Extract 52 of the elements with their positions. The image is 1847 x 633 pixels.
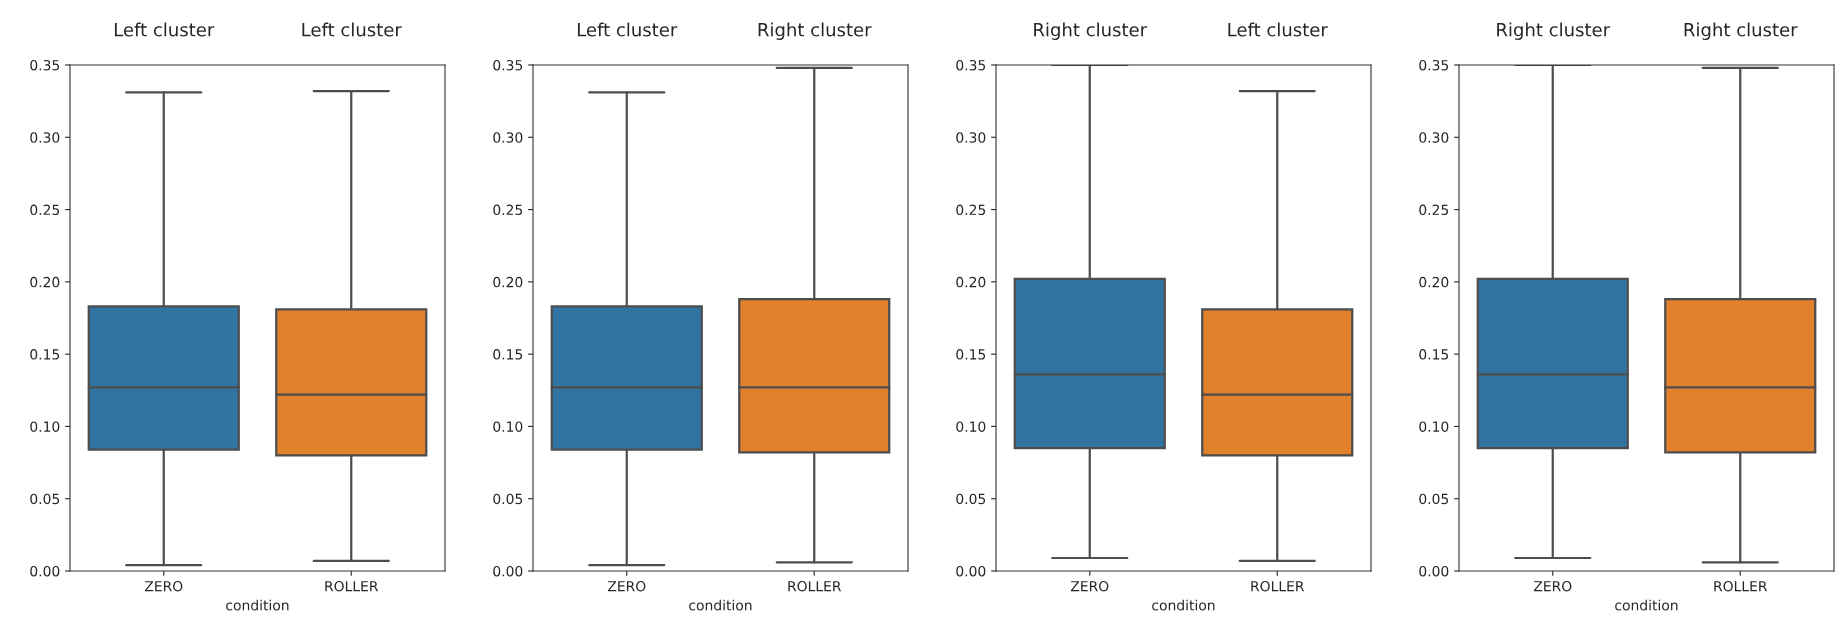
y-tick-label: 0.25 xyxy=(1419,204,1449,216)
y-tick-label: 0.10 xyxy=(956,421,986,432)
y-tick-label: 0.30 xyxy=(493,132,523,143)
y-tick-label: 0.25 xyxy=(493,204,523,216)
y-tick-label: 0.10 xyxy=(30,421,60,432)
y-tick-label: 0.00 xyxy=(493,565,523,577)
text: Right cluster xyxy=(1034,22,1148,40)
x-axis-title: condition xyxy=(1615,599,1678,611)
x-tick-label: ZERO xyxy=(1533,580,1572,592)
x-axis-title: condition xyxy=(689,599,752,611)
y-tick-label: 0.20 xyxy=(30,276,60,288)
text: Left cluster xyxy=(114,22,215,37)
y-tick-label: 0.15 xyxy=(956,349,986,360)
y-tick-label: 0.00 xyxy=(1419,565,1449,577)
y-tick-label: 0.30 xyxy=(956,132,986,143)
x-tick-label: ZERO xyxy=(1070,580,1109,592)
x-tick-label: ROLLER xyxy=(788,580,842,592)
x-tick-label: ROLLER xyxy=(1251,580,1305,592)
y-tick-label: 0.30 xyxy=(30,132,60,143)
y-tick-label: 0.05 xyxy=(493,493,523,505)
y-tick-label: 0.35 xyxy=(30,59,60,71)
x-axis-title: condition xyxy=(226,599,289,611)
text: Right cluster xyxy=(1497,22,1611,40)
y-tick-label: 0.30 xyxy=(1419,132,1449,143)
y-tick-label: 0.00 xyxy=(956,565,986,577)
y-tick-label: 0.05 xyxy=(1419,493,1449,505)
text: Left cluster xyxy=(302,22,402,37)
y-tick-label: 0.05 xyxy=(30,493,60,505)
x-tick-label: ZERO xyxy=(607,580,646,592)
y-tick-label: 0.35 xyxy=(956,59,986,71)
text: Left cluster xyxy=(1228,22,1328,37)
y-tick-label: 0.25 xyxy=(956,204,986,216)
y-tick-label: 0.10 xyxy=(1419,421,1449,432)
y-tick-label: 0.20 xyxy=(493,276,523,288)
y-tick-label: 0.35 xyxy=(1419,59,1449,71)
y-tick-label: 0.20 xyxy=(1419,276,1449,288)
text: Left cluster xyxy=(577,22,678,37)
y-tick-label: 0.20 xyxy=(956,276,986,288)
text: Right cluster xyxy=(758,22,872,40)
y-tick-label: 0.25 xyxy=(30,204,60,216)
y-tick-label: 0.15 xyxy=(1419,349,1449,360)
y-tick-label: 0.35 xyxy=(493,59,523,71)
y-tick-label: 0.00 xyxy=(30,565,60,577)
y-tick-label: 0.10 xyxy=(493,421,523,432)
x-tick-label: ROLLER xyxy=(325,580,379,592)
y-tick-label: 0.15 xyxy=(493,349,523,360)
x-axis-title: condition xyxy=(1152,599,1215,611)
x-tick-label: ZERO xyxy=(144,580,183,592)
x-tick-label: ROLLER xyxy=(1714,580,1768,592)
text: Right cluster xyxy=(1684,22,1798,40)
y-tick-label: 0.15 xyxy=(30,349,60,360)
y-tick-label: 0.05 xyxy=(956,493,986,505)
